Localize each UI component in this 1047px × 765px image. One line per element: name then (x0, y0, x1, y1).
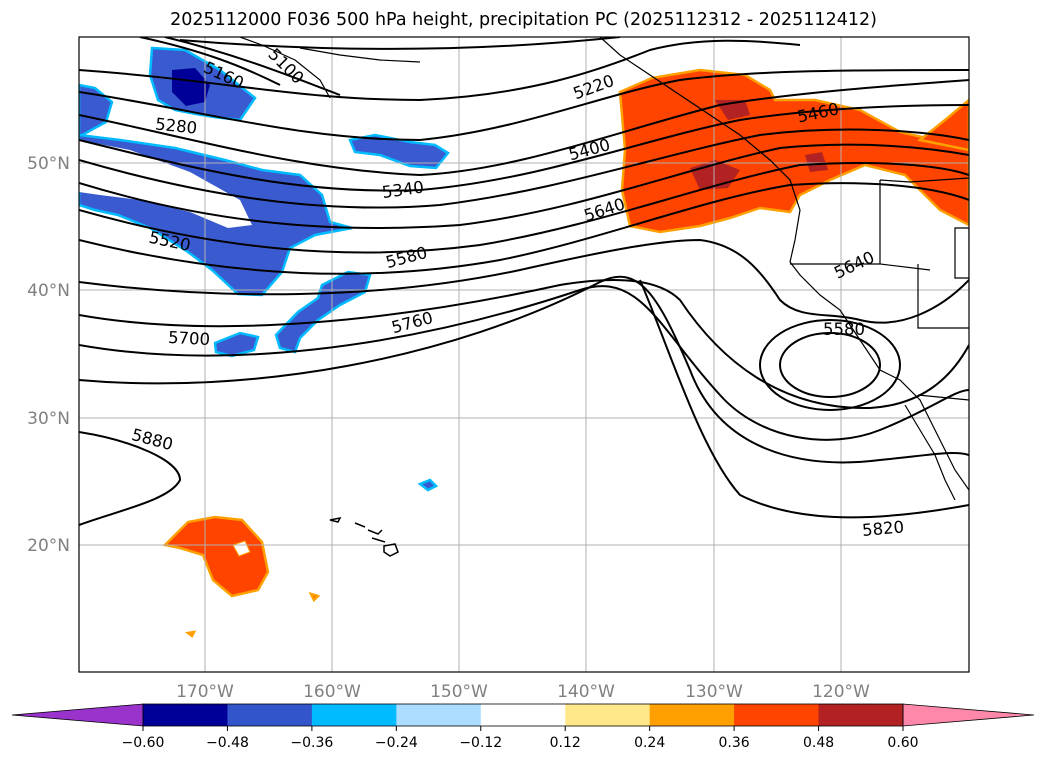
colorbar-segment (565, 704, 651, 726)
colorbar-tick-label: −0.48 (206, 735, 249, 751)
colorbar-extension-high (902, 703, 1035, 727)
contour-label: 5760 (389, 308, 434, 337)
map-frame (78, 36, 970, 673)
contour-label: 5400 (567, 135, 612, 164)
blue-region-northwest (79, 83, 114, 143)
colorbar-tick-label: −0.60 (122, 735, 165, 751)
lat-label-20n: 20°N (27, 536, 70, 556)
colorbar-segment (734, 704, 820, 726)
longitude-labels: 170°W 160°W 150°W 140°W 130°W 120°W (176, 682, 870, 702)
blue-region-small (213, 331, 260, 358)
positive-anomaly-regions (162, 68, 969, 638)
colorbar-segment (311, 704, 397, 726)
latitude-labels: 50°N 40°N 30°N 20°N (27, 154, 70, 556)
lon-label-160w: 160°W (303, 682, 361, 702)
contour-label: 5280 (154, 114, 198, 137)
contour-label: 5340 (381, 177, 425, 202)
contour-label: 5640 (831, 248, 877, 283)
colorbar-segment (818, 704, 904, 726)
contour-label: 5820 (861, 517, 904, 540)
colorbar-segment (143, 704, 228, 726)
map-title: 2025112000 F036 500 hPa height, precipit… (170, 10, 877, 30)
lon-label-140w: 140°W (557, 682, 615, 702)
colorbar-tick-label: 0.12 (550, 735, 581, 751)
red-region-core3 (805, 152, 828, 172)
colorbar-tick-label: 0.24 (634, 735, 665, 751)
map-area: 5100 5160 5220 5280 5340 5400 5460 5520 … (79, 37, 969, 672)
colorbar: −0.60 −0.48 −0.36 −0.24 −0.12 0.12 0.24 0.36 0.4… (11, 703, 1035, 751)
lon-label-120w: 120°W (812, 682, 870, 702)
lon-label-150w: 150°W (430, 682, 488, 702)
contour-label: 5880 (130, 425, 175, 454)
colorbar-segment (649, 704, 735, 726)
red-region-dot1 (308, 592, 321, 603)
colorbar-tick-label: −0.36 (290, 735, 333, 751)
blue-region-core (172, 68, 210, 106)
red-region-pacific-northwest (618, 68, 969, 234)
contour-label: 5700 (168, 328, 211, 349)
colorbar-tick-label: 0.36 (719, 735, 750, 751)
red-region-northeast (917, 98, 969, 152)
lon-label-170w: 170°W (176, 682, 234, 702)
contour-label: 5580 (823, 320, 865, 339)
lat-label-50n: 50°N (27, 154, 70, 174)
lat-label-40n: 40°N (27, 281, 70, 301)
height-contours (79, 37, 969, 526)
red-region-hawaii (162, 515, 270, 598)
colorbar-segment (480, 704, 566, 726)
hawaii-islands (329, 516, 399, 557)
red-region-dot2 (184, 630, 197, 638)
lon-label-130w: 130°W (685, 682, 743, 702)
colorbar-segment (227, 704, 313, 726)
colorbar-tick-label: 0.60 (887, 735, 918, 751)
colorbar-frame (142, 703, 904, 727)
lat-label-30n: 30°N (27, 409, 70, 429)
blue-region-band (274, 270, 372, 354)
colorbar-tick-label: −0.24 (375, 735, 418, 751)
blue-region-dot (417, 478, 439, 492)
colorbar-segment (396, 704, 482, 726)
coastlines (239, 37, 969, 501)
contour-label: 5580 (384, 243, 429, 272)
colorbar-tick-label: −0.12 (459, 735, 502, 751)
blue-region-wedge (79, 140, 252, 228)
colorbar-extension-low (11, 703, 144, 727)
colorbar-tick-label: 0.48 (803, 735, 834, 751)
